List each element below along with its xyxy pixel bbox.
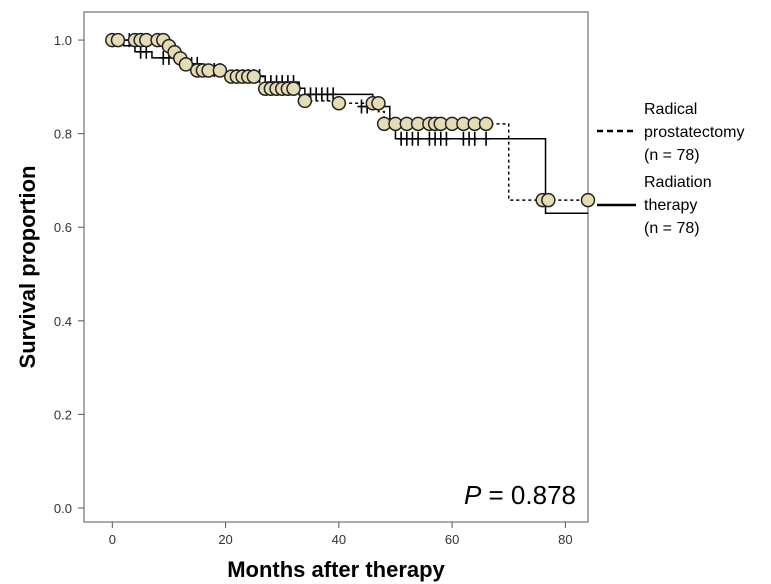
legend-rp-line-2: prostatectomy bbox=[644, 124, 744, 141]
radical-prostatectomy-censor-circle bbox=[331, 95, 347, 111]
legend-label-radical-prostatectomy: Radical prostatectomy (n = 78) bbox=[644, 101, 749, 164]
x-tick-label: 80 bbox=[558, 532, 572, 547]
y-tick-label: 0.2 bbox=[54, 407, 72, 422]
y-tick-label: 0.0 bbox=[54, 501, 72, 516]
p-value-number: = 0.878 bbox=[481, 480, 576, 510]
x-tick-label: 40 bbox=[332, 532, 346, 547]
radical-prostatectomy-censor-circle bbox=[371, 95, 386, 111]
y-tick-label: 1.0 bbox=[54, 33, 72, 48]
y-tick-label: 0.8 bbox=[54, 127, 72, 142]
plot-frame bbox=[83, 11, 589, 523]
radical-prostatectomy-censor-circle bbox=[110, 32, 126, 48]
radical-prostatectomy-censor-circle bbox=[178, 57, 194, 72]
series-layer bbox=[105, 32, 596, 214]
radiation-therapy-censor-tick bbox=[414, 131, 423, 146]
legend-rp-line-1: Radical bbox=[644, 101, 697, 118]
radical-prostatectomy-censor-circle bbox=[297, 93, 313, 109]
legend-rt-line-3: (n = 78) bbox=[644, 220, 700, 237]
legend-rt-line-1: Radiation bbox=[644, 174, 712, 191]
legend: Radical prostatectomy (n = 78) Radiation… bbox=[597, 101, 749, 237]
x-axis-title: Months after therapy bbox=[227, 557, 445, 582]
radical-prostatectomy-censor-circle bbox=[286, 81, 301, 96]
p-value-symbol: P bbox=[464, 480, 482, 510]
x-tick-label: 60 bbox=[445, 532, 459, 547]
radical-prostatectomy-censor-circle bbox=[212, 63, 228, 78]
x-tick-label: 0 bbox=[109, 532, 116, 547]
legend-label-radiation-therapy: Radiation therapy (n = 78) bbox=[644, 174, 716, 237]
radical-prostatectomy-censor-circle bbox=[541, 192, 556, 208]
y-tick-label: 0.6 bbox=[54, 220, 72, 235]
y-axis-title: Survival proportion bbox=[15, 166, 40, 369]
y-axis-ticks: 0.0 0.2 0.4 0.6 0.8 1.0 bbox=[54, 33, 84, 516]
radiation-therapy-censor-tick bbox=[442, 131, 451, 146]
radiation-therapy-censor-tick bbox=[482, 131, 491, 146]
x-axis-ticks: 0 20 40 60 80 bbox=[109, 522, 573, 547]
y-tick-label: 0.4 bbox=[54, 314, 72, 329]
p-value-annotation: P = 0.878 bbox=[464, 480, 576, 510]
radiation-therapy-censor-tick bbox=[470, 131, 479, 146]
radical-prostatectomy-censor-circle bbox=[478, 116, 494, 132]
radical-prostatectomy-censor-circle bbox=[246, 69, 262, 84]
x-tick-label: 20 bbox=[218, 532, 232, 547]
legend-rt-line-2: therapy bbox=[644, 197, 697, 214]
legend-rp-line-3: (n = 78) bbox=[644, 147, 700, 164]
radical-prostatectomy-censor-circle bbox=[580, 192, 596, 208]
